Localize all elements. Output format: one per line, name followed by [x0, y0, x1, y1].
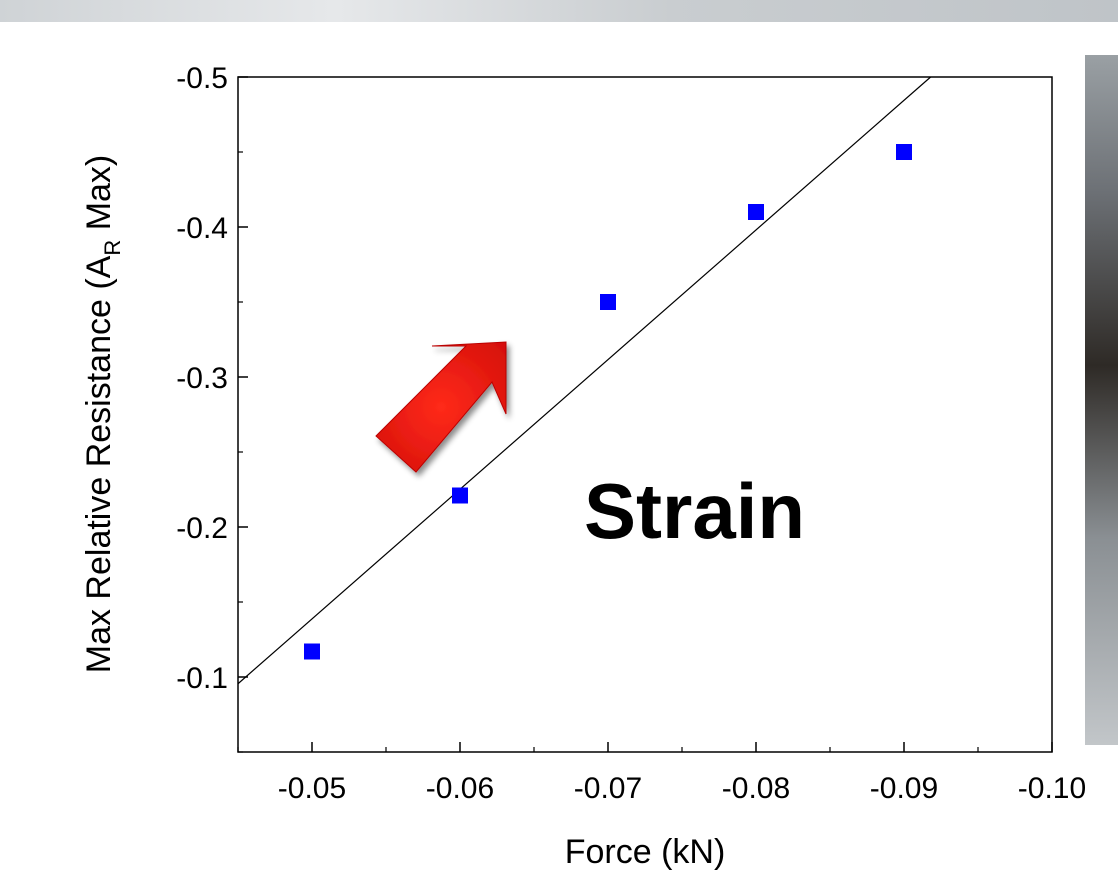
- x-axis-ticks: -0.05 -0.06 -0.07 -0.08 -0.09 -0.10: [237, 742, 1086, 805]
- fit-line: [237, 76, 932, 685]
- strain-annotation: Strain: [584, 467, 805, 555]
- x-tick-label: -0.05: [278, 772, 346, 805]
- y-tick-label: -0.3: [176, 362, 228, 395]
- plot-area: -0.05 -0.06 -0.07 -0.08 -0.09 -0.10 -0.1-0.2-…: [176, 62, 1086, 805]
- y-axis-title-prefix: Max Relative Resistance (A: [80, 255, 118, 673]
- y-axis-title-suffix: Max): [80, 155, 118, 240]
- y-axis-title-subscript: R: [100, 240, 125, 256]
- y-axis-ticks: -0.1 -0.2 -0.3 -0.4 -0.5: [176, 62, 248, 753]
- data-point: [304, 643, 320, 660]
- y-tick-label: -0.2: [176, 512, 228, 545]
- data-points: [304, 144, 912, 660]
- data-point: [896, 144, 912, 160]
- data-point: [452, 487, 468, 504]
- x-tick-label: -0.10: [1018, 772, 1086, 805]
- background-photo: [0, 0, 1118, 745]
- y-axis-title: Max Relative Resistance (AR Max): [80, 155, 125, 674]
- x-tick-label: -0.09: [870, 772, 938, 805]
- plot-frame: [237, 76, 1053, 753]
- y-tick-label: -0.5: [176, 62, 228, 95]
- x-tick-label: -0.08: [722, 772, 790, 805]
- x-tick-label: -0.06: [426, 772, 494, 805]
- y-tick-label: -0.4: [176, 212, 228, 245]
- x-axis-title: Force (kN): [565, 833, 726, 871]
- y-tick-label: -0.1: [176, 662, 228, 695]
- x-tick-label: -0.07: [574, 772, 642, 805]
- data-point: [600, 294, 616, 310]
- data-point: [748, 204, 764, 220]
- red-arrow: [375, 341, 507, 473]
